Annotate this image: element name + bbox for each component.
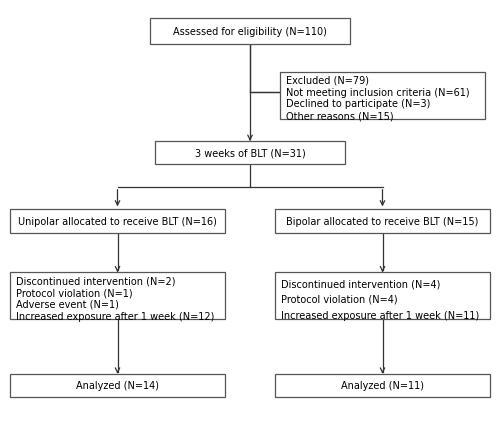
- Text: Discontinued intervention (N=2): Discontinued intervention (N=2): [16, 276, 175, 286]
- Text: Assessed for eligibility (N=110): Assessed for eligibility (N=110): [173, 27, 327, 37]
- Text: Increased exposure after 1 week (N=11): Increased exposure after 1 week (N=11): [281, 310, 479, 320]
- Text: Analyzed (N=11): Analyzed (N=11): [341, 380, 424, 391]
- FancyBboxPatch shape: [155, 141, 345, 165]
- FancyBboxPatch shape: [10, 273, 225, 320]
- Text: Bipolar allocated to receive BLT (N=15): Bipolar allocated to receive BLT (N=15): [286, 216, 478, 227]
- Text: Increased exposure after 1 week (N=12): Increased exposure after 1 week (N=12): [16, 311, 214, 321]
- Text: Protocol violation (N=1): Protocol violation (N=1): [16, 288, 132, 297]
- Text: Discontinued intervention (N=4): Discontinued intervention (N=4): [281, 279, 440, 288]
- Text: Other reasons (N=15): Other reasons (N=15): [286, 111, 394, 121]
- FancyBboxPatch shape: [275, 273, 490, 320]
- Text: Protocol violation (N=4): Protocol violation (N=4): [281, 294, 398, 304]
- FancyBboxPatch shape: [275, 374, 490, 397]
- FancyBboxPatch shape: [150, 19, 350, 45]
- FancyBboxPatch shape: [10, 374, 225, 397]
- Text: Unipolar allocated to receive BLT (N=16): Unipolar allocated to receive BLT (N=16): [18, 216, 217, 227]
- FancyBboxPatch shape: [280, 72, 485, 119]
- Text: Adverse event (N=1): Adverse event (N=1): [16, 299, 119, 309]
- Text: Excluded (N=79): Excluded (N=79): [286, 76, 369, 86]
- Text: 3 weeks of BLT (N=31): 3 weeks of BLT (N=31): [194, 148, 306, 158]
- FancyBboxPatch shape: [10, 210, 225, 233]
- Text: Declined to participate (N=3): Declined to participate (N=3): [286, 99, 430, 109]
- Text: Not meeting inclusion criteria (N=61): Not meeting inclusion criteria (N=61): [286, 87, 470, 97]
- Text: Analyzed (N=14): Analyzed (N=14): [76, 380, 159, 391]
- FancyBboxPatch shape: [275, 210, 490, 233]
